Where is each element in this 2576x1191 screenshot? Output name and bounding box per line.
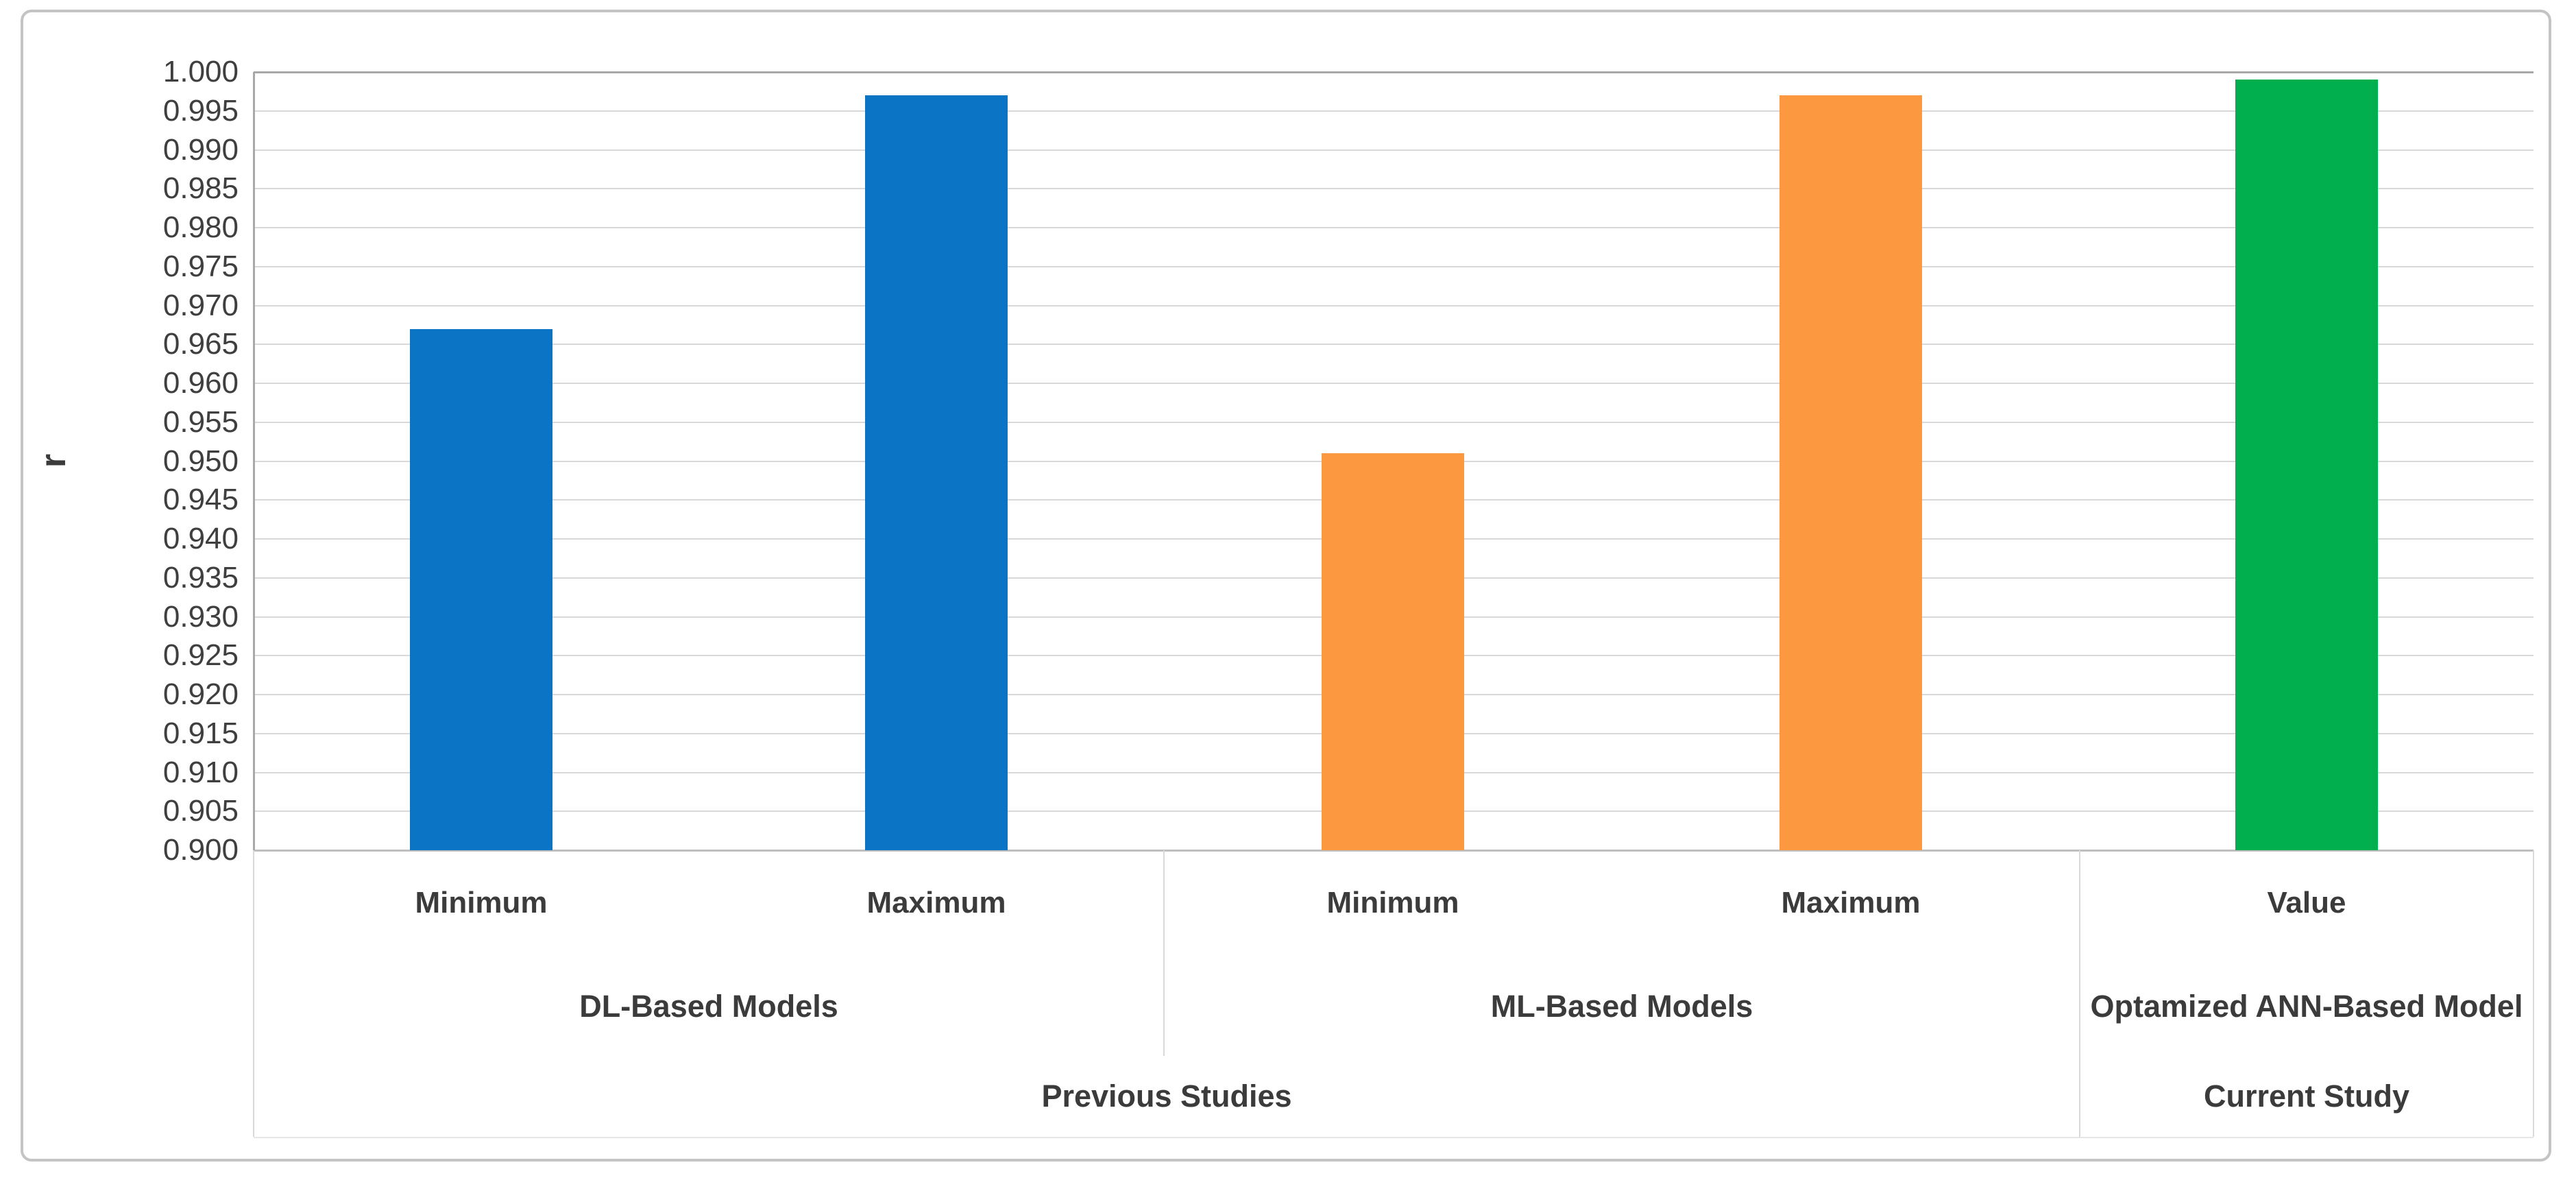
category-label: Maximum [1781,886,1921,919]
y-tick-label: 0.990 [162,132,239,167]
y-tick-label: 0.910 [162,755,239,789]
y-tick-label: 0.920 [162,677,239,711]
y-gridline [254,149,2534,151]
category-label: Maximum [866,886,1006,919]
y-gridline [254,110,2534,112]
y-gridline [254,421,2534,423]
y-gridline [254,227,2534,228]
bar-minimum-2 [1322,453,1464,850]
y-tick-label: 0.950 [162,444,239,478]
y-tick-label: 0.940 [162,522,239,555]
y-axis-line [253,72,255,850]
category-divider [2079,850,2080,1137]
bar-maximum-3 [1779,95,1922,850]
group-label: Optamized ANN-Based Model [2090,988,2523,1024]
group-label: ML-Based Models [1490,988,1753,1024]
y-gridline [254,265,2534,267]
y-tick-label: 0.960 [162,366,239,400]
y-gridline [254,344,2534,346]
axis-super-group-label: Current Study [2203,1079,2409,1114]
y-tick-label: 0.900 [162,833,239,867]
y-gridline [254,850,2534,852]
category-label: Minimum [415,886,548,919]
y-tick-label: 0.930 [162,599,239,634]
y-axis-title: r [34,453,73,468]
y-tick-label: 0.985 [162,171,239,206]
y-tick-label: 0.970 [162,288,239,322]
category-divider [1163,850,1165,1056]
y-tick-label: 0.925 [162,638,239,673]
bar-value-4 [2235,80,2378,850]
y-gridline [254,304,2534,306]
category-label: Value [2267,886,2346,919]
y-tick-label: 0.935 [162,560,239,594]
y-gridline [254,383,2534,384]
category-divider [2533,850,2534,1137]
y-tick-label: 0.945 [162,483,239,517]
y-tick-label: 1.000 [162,55,239,88]
label-area-bottom-line [254,1137,2534,1138]
group-label: DL-Based Models [579,988,838,1024]
axis-super-group-label: Previous Studies [1041,1079,1292,1114]
y-tick-label: 0.915 [162,716,239,750]
y-tick-label: 0.955 [162,405,239,439]
y-tick-label: 0.995 [162,93,239,128]
y-tick-label: 0.905 [162,794,239,828]
y-gridline [254,188,2534,190]
category-divider [253,850,254,1137]
bar-minimum-0 [410,328,552,850]
bar-maximum-1 [865,95,1008,850]
y-gridline [254,71,2534,73]
y-tick-label: 0.980 [162,210,239,244]
y-tick-label: 0.975 [162,249,239,283]
y-tick-label: 0.965 [162,327,239,361]
category-label: Minimum [1326,886,1459,919]
